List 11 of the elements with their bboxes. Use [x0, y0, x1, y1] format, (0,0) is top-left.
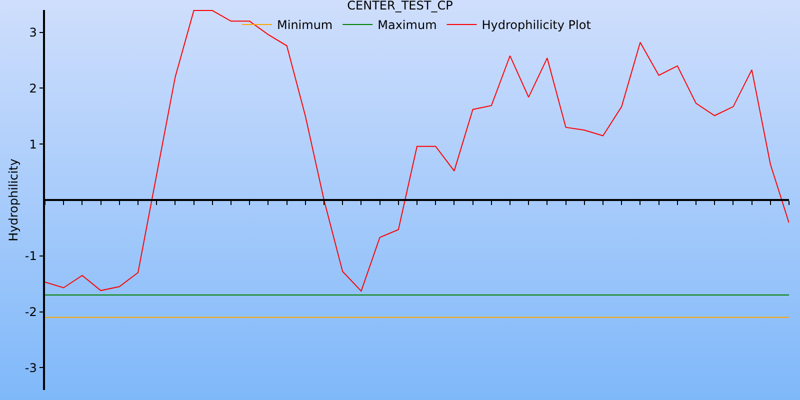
y-tick-label: -2	[24, 304, 37, 319]
legend-label: Hydrophilicity Plot	[482, 18, 592, 32]
y-tick-label: -3	[24, 360, 37, 375]
y-axis-title: Hydrophilicity	[6, 158, 21, 242]
legend-label: Minimum	[277, 18, 333, 32]
y-tick-label: -1	[24, 249, 37, 264]
chart-title: CENTER_TEST_CP	[347, 0, 453, 13]
y-tick-label: 1	[29, 137, 37, 152]
y-tick-label: 3	[29, 26, 37, 40]
legend-label: Maximum	[378, 18, 437, 32]
y-tick-label: 2	[29, 81, 37, 96]
